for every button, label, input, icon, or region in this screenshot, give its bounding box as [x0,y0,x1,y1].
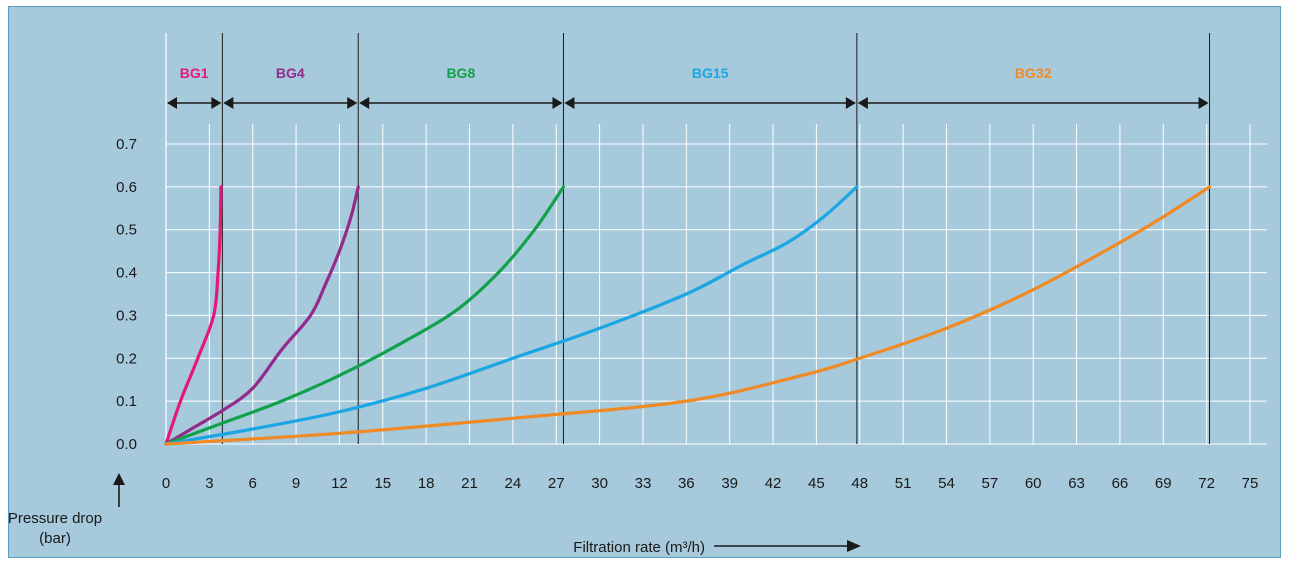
pressure-drop-chart: BG1 BG4 BG8 BG15 BG32 0 3 6 9 12 15 18 21 24 27 30 33 36… [9,33,1267,556]
y-axis-arrow-head [113,473,125,485]
x-axis-label: Filtration rate (m³/h) [573,539,705,556]
range-arrow-left-head [359,97,370,109]
series-line-bg15 [164,185,859,446]
x-tick-label: 39 [721,475,738,492]
x-tick-label: 0 [162,475,170,492]
y-tick-label: 0.2 [116,350,137,367]
x-tick-label: 15 [374,475,391,492]
range-label: BG15 [692,65,729,81]
series-line-bg32 [164,185,1212,446]
x-tick-label: 54 [938,475,955,492]
series-lines [164,185,1212,446]
y-tick-label: 0.7 [116,136,137,153]
x-tick-label: 6 [249,475,257,492]
x-tick-label: 63 [1068,475,1085,492]
x-tick-label: 9 [292,475,300,492]
y-tick-label: 0.5 [116,222,137,239]
grid [166,124,1267,445]
x-tick-label: 30 [591,475,608,492]
x-tick-label: 33 [635,475,652,492]
x-tick-label: 48 [851,475,868,492]
x-tick-label: 42 [765,475,782,492]
y-axis-label: Pressure drop [9,510,102,527]
tick-labels: 0 3 6 9 12 15 18 21 24 27 30 33 36 39 42 45 48 51 54 57 60 63… [116,136,1258,492]
range-arrow-left-head [564,97,575,109]
x-tick-label: 51 [895,475,912,492]
y-tick-label: 0.4 [116,265,137,282]
x-axis-arrow-head [847,540,861,552]
x-tick-label: 12 [331,475,348,492]
x-tick-label: 21 [461,475,478,492]
y-tick-label: 0.1 [116,393,137,410]
axis-arrows [113,473,861,552]
x-tick-label: 75 [1242,475,1259,492]
x-tick-label: 24 [505,475,522,492]
series-line-bg8 [164,185,566,446]
range-label: BG32 [1015,65,1052,81]
range-arrow-right-head [845,97,856,109]
range-arrow-right-head [1198,97,1209,109]
x-tick-label: 57 [981,475,998,492]
range-arrow-right-head [552,97,563,109]
x-tick-label: 72 [1198,475,1215,492]
x-tick-label: 60 [1025,475,1042,492]
y-tick-label: 0.0 [116,436,137,453]
y-tick-label: 0.6 [116,179,137,196]
range-label: BG1 [180,65,209,81]
x-tick-label: 18 [418,475,435,492]
range-dividers: BG1 BG4 BG8 BG15 BG32 [165,33,1211,444]
range-arrow-left-head [857,97,868,109]
range-arrow-right-head [211,97,222,109]
x-tick-label: 45 [808,475,825,492]
y-axis-unit: (bar) [39,530,71,547]
x-tick-label: 3 [205,475,213,492]
range-arrow-right-head [347,97,358,109]
y-tick-label: 0.3 [116,307,137,324]
x-tick-label: 66 [1112,475,1129,492]
range-arrow-left-head [223,97,234,109]
range-label: BG8 [446,65,475,81]
range-label: BG4 [276,65,305,81]
series-line-bg4 [164,185,360,446]
x-tick-label: 36 [678,475,695,492]
range-arrow-left-head [167,97,177,109]
chart-frame: BG1 BG4 BG8 BG15 BG32 0 3 6 9 12 15 18 21 24 27 30 33 36… [8,6,1281,558]
x-tick-label: 69 [1155,475,1172,492]
series-line-bg1 [164,185,223,446]
x-tick-label: 27 [548,475,565,492]
